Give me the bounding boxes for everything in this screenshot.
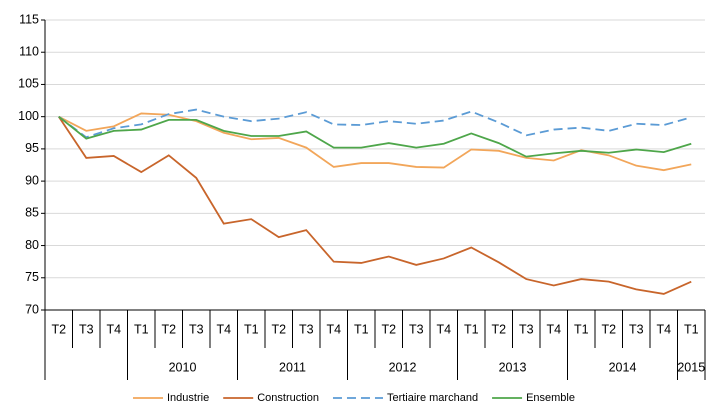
x-tick-label: T1: [134, 322, 149, 336]
legend-label: Construction: [257, 392, 319, 404]
series-line: [58, 115, 692, 158]
x-tick-label: T2: [381, 322, 396, 336]
legend-label: Industrie: [167, 392, 209, 404]
x-tick-label: T4: [326, 322, 341, 336]
x-tick-label: T1: [574, 322, 589, 336]
y-tick-label: 105: [18, 77, 39, 91]
year-label: 2013: [499, 360, 527, 374]
x-tick-label: T1: [244, 322, 259, 336]
x-tick-label: T3: [629, 322, 644, 336]
x-tick-label: T3: [519, 322, 534, 336]
x-tick-label: T1: [354, 322, 369, 336]
x-tick-label: T4: [436, 322, 451, 336]
x-tick-label: T2: [51, 322, 66, 336]
y-tick-label: 100: [18, 109, 39, 123]
x-tick-label: T4: [216, 322, 231, 336]
x-tick-label: T4: [546, 322, 561, 336]
y-tick-label: 80: [25, 238, 39, 252]
x-tick-label: T2: [601, 322, 616, 336]
x-tick-label: T4: [656, 322, 671, 336]
x-tick-label: T3: [409, 322, 424, 336]
x-tick-label: T1: [464, 322, 479, 336]
x-tick-label: T2: [271, 322, 286, 336]
x-tick-label: T3: [299, 322, 314, 336]
year-label: 2012: [389, 360, 417, 374]
series-line: [58, 116, 692, 295]
x-tick-label: T2: [161, 322, 176, 336]
year-label: 2014: [609, 360, 637, 374]
y-tick-label: 110: [19, 45, 39, 59]
series-line: [58, 108, 692, 139]
year-label: 2011: [279, 360, 306, 374]
legend-label: Tertiaire marchand: [387, 392, 478, 404]
x-tick-label: T1: [684, 322, 699, 336]
y-tick-label: 75: [25, 270, 39, 284]
y-tick-label: 95: [25, 141, 39, 155]
y-tick-label: 90: [25, 173, 39, 187]
x-tick-label: T3: [79, 322, 94, 336]
series-line: [58, 112, 692, 172]
legend-label: Ensemble: [526, 392, 575, 404]
x-tick-label: T2: [491, 322, 506, 336]
y-tick-label: 85: [25, 206, 39, 220]
y-tick-label: 115: [19, 12, 39, 26]
x-tick-label: T4: [106, 322, 121, 336]
year-label: 2010: [169, 360, 197, 374]
year-label: 2015: [677, 360, 705, 374]
x-tick-label: T3: [189, 322, 204, 336]
y-tick-label: 70: [25, 302, 39, 316]
